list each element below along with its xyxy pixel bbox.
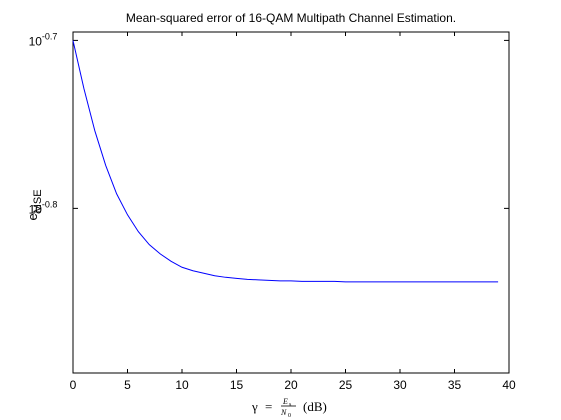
y-tick-label-exponent: -0.7 (42, 31, 58, 41)
series-line (72, 40, 499, 283)
y-axis-label: eMSE (25, 189, 44, 220)
y-tick-label-base: 10 (29, 202, 43, 216)
y-tick-label-base: 10 (29, 34, 43, 48)
chart-title: Mean-squared error of 16-QAM Multipath C… (126, 11, 456, 25)
data-series (72, 40, 499, 283)
x-label-frac-denominator: N (280, 408, 287, 417)
y-tick-label-exponent: -0.8 (42, 199, 58, 209)
x-tick-label: 40 (502, 378, 516, 392)
y-axis-label-base: e (25, 213, 40, 220)
x-label-frac-numerator-sub: s (289, 402, 292, 408)
y-tick-label: 10-0.8 (29, 199, 58, 216)
x-axis-label: γ = E s N 0 (dB) (251, 397, 327, 419)
x-tick-label: 35 (448, 378, 462, 392)
x-label-gamma: γ (251, 399, 258, 414)
y-tick-label: 10-0.7 (29, 31, 58, 48)
x-label-unit: (dB) (303, 399, 327, 414)
x-tick-label: 20 (284, 378, 298, 392)
x-label-frac-denominator-sub: 0 (288, 413, 291, 419)
x-tick-label: 0 (70, 378, 77, 392)
x-tick-label: 15 (230, 378, 244, 392)
x-label-frac-numerator: E (282, 397, 288, 406)
plot-area (72, 31, 510, 374)
x-ticks: 0 5 10 15 20 25 30 35 40 (70, 32, 516, 392)
x-tick-label: 10 (175, 378, 189, 392)
x-tick-label: 30 (393, 378, 407, 392)
x-tick-label: 25 (339, 378, 353, 392)
y-axis-label-subscript: MSE (32, 189, 44, 213)
y-ticks: 10-0.710-0.8 (29, 31, 509, 216)
x-tick-label: 5 (124, 378, 131, 392)
x-label-equals: = (265, 399, 272, 414)
